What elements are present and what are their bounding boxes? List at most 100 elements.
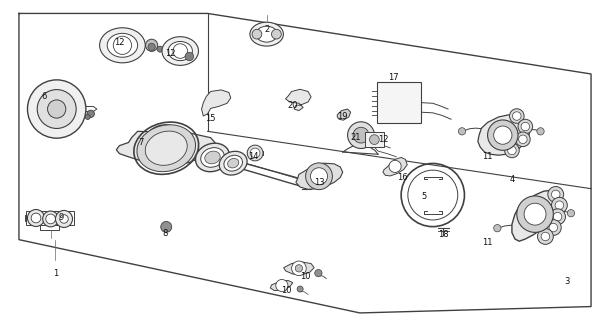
Text: 4: 4 [509,175,515,184]
Ellipse shape [145,131,187,165]
Ellipse shape [306,163,332,190]
Text: 8: 8 [162,229,168,238]
Text: 13: 13 [314,178,325,187]
Ellipse shape [43,211,59,227]
Text: 12: 12 [114,38,124,47]
Ellipse shape [512,112,521,120]
FancyBboxPatch shape [365,132,384,147]
Ellipse shape [550,209,565,225]
Ellipse shape [173,44,187,58]
Text: 9: 9 [59,213,64,222]
Text: 12: 12 [378,135,388,144]
Ellipse shape [107,33,138,57]
Ellipse shape [271,29,281,39]
Ellipse shape [508,146,516,155]
Text: 7: 7 [138,138,143,147]
Ellipse shape [537,128,544,135]
Text: 10: 10 [300,272,310,281]
Ellipse shape [276,279,288,292]
Ellipse shape [292,261,306,276]
Ellipse shape [315,269,322,277]
Text: 17: 17 [388,73,398,82]
Ellipse shape [99,28,145,63]
Polygon shape [270,280,293,291]
Ellipse shape [551,190,560,199]
Text: 2: 2 [264,25,269,34]
Ellipse shape [567,210,575,217]
Polygon shape [478,115,530,155]
Ellipse shape [297,286,303,292]
Ellipse shape [146,39,158,52]
Ellipse shape [168,42,192,60]
Ellipse shape [250,148,260,158]
Ellipse shape [149,130,179,156]
Ellipse shape [487,120,518,150]
Ellipse shape [515,132,530,147]
Ellipse shape [537,228,553,244]
Ellipse shape [161,221,171,232]
Polygon shape [284,262,314,275]
Ellipse shape [509,109,524,123]
Ellipse shape [458,128,465,135]
Ellipse shape [27,80,86,138]
Text: 11: 11 [483,238,493,247]
Ellipse shape [85,115,90,119]
Ellipse shape [493,225,501,232]
Ellipse shape [201,148,224,167]
Text: 18: 18 [438,230,448,239]
Ellipse shape [224,155,242,171]
Polygon shape [296,163,343,189]
Ellipse shape [48,100,66,118]
Ellipse shape [553,212,562,221]
Ellipse shape [524,203,546,225]
FancyBboxPatch shape [377,82,422,123]
Ellipse shape [555,201,564,210]
Ellipse shape [31,213,41,223]
Text: 12: 12 [165,49,175,58]
Ellipse shape [518,119,533,134]
Polygon shape [201,90,231,116]
Text: 1: 1 [53,268,58,278]
Polygon shape [117,131,215,164]
Polygon shape [285,89,311,111]
Ellipse shape [37,90,76,128]
Ellipse shape [205,151,220,164]
Ellipse shape [521,122,529,131]
Polygon shape [337,109,351,120]
Ellipse shape [143,125,185,161]
Ellipse shape [256,26,278,42]
Ellipse shape [541,232,550,241]
Ellipse shape [551,197,567,213]
Ellipse shape [195,143,229,172]
Ellipse shape [56,211,73,228]
Ellipse shape [27,210,45,227]
Polygon shape [26,211,74,225]
Text: 21: 21 [350,133,361,142]
Ellipse shape [310,168,328,185]
Ellipse shape [113,36,132,54]
Text: 3: 3 [564,276,569,285]
Ellipse shape [228,158,239,168]
Ellipse shape [517,196,553,232]
Ellipse shape [504,143,519,158]
Polygon shape [383,157,407,176]
Ellipse shape [252,29,262,39]
Text: 14: 14 [248,152,259,161]
Ellipse shape [295,265,303,272]
Ellipse shape [46,214,56,224]
Ellipse shape [518,135,527,144]
Text: 20: 20 [287,101,298,110]
Text: 5: 5 [421,192,426,201]
Text: 16: 16 [397,173,407,182]
Ellipse shape [250,22,284,46]
Ellipse shape [548,187,564,202]
Ellipse shape [87,110,95,117]
Ellipse shape [348,122,375,148]
Ellipse shape [545,220,561,236]
Text: 19: 19 [337,113,348,122]
Text: 11: 11 [483,152,493,161]
Ellipse shape [247,145,263,161]
Ellipse shape [137,125,196,172]
Ellipse shape [389,160,401,172]
Text: 15: 15 [206,114,216,123]
